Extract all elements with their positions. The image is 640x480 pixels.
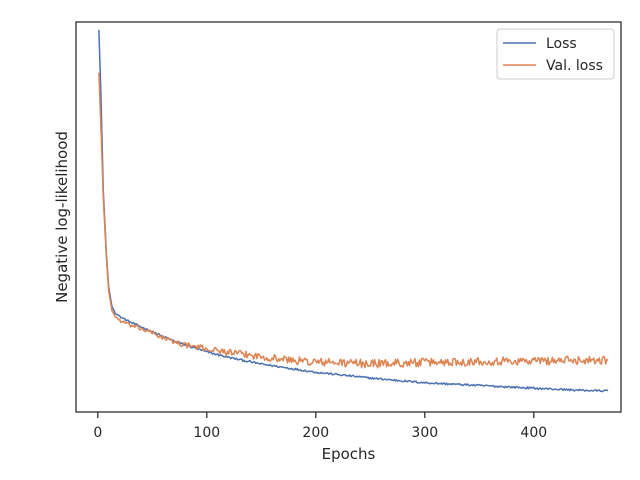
plot-frame [75, 21, 622, 413]
x-tick-label: 300 [411, 425, 438, 441]
legend: Loss Val. loss [496, 28, 615, 80]
series-line-val-loss [98, 72, 609, 369]
series-layer [98, 29, 609, 393]
x-tick-label: 400 [520, 425, 547, 441]
x-axis-label: Epochs [322, 445, 376, 463]
series-line-loss [98, 29, 609, 393]
x-tick-label: 0 [93, 425, 102, 441]
legend-box [496, 28, 615, 80]
legend-label-val-loss: Val. loss [546, 58, 603, 74]
x-axis-ticks: 0 100 200 300 400 [93, 412, 547, 441]
x-tick-label: 200 [302, 425, 329, 441]
legend-label-loss: Loss [546, 36, 577, 52]
x-tick-label: 100 [193, 425, 220, 441]
y-axis-label: Negative log-likelihood [53, 131, 71, 303]
